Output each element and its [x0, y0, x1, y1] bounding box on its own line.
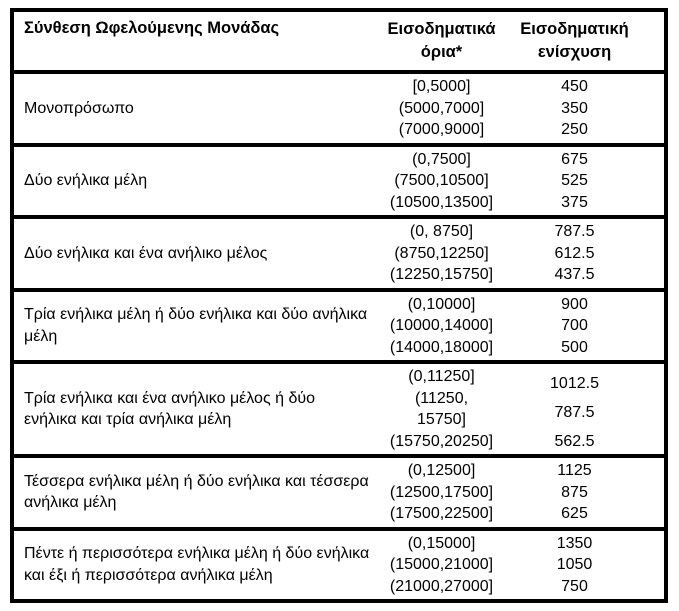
income-limit-range: (0,15000] [407, 534, 476, 552]
table-row-three-adults-one-minor: Τρία ενήλικα και ένα ανήλικο μέλος ή δύο… [14, 360, 664, 454]
income-limits-cell: (0,12500] (12500,17500] (17500,22500] [374, 458, 509, 527]
income-limit-range: (10500,13500] [389, 193, 494, 211]
aid-amount: 437.5 [554, 266, 595, 283]
composition-label: Τέσσερα ενήλικα μέλη ή δύο ενήλικα και τ… [24, 472, 369, 512]
header-income-limits-line1: Εισοδηματικά [387, 20, 496, 38]
income-aid-cell: 1012.5 787.5 562.5 [509, 364, 664, 454]
income-aid-cell: 1350 1050 750 [509, 531, 664, 600]
table-row-two-adults-one-minor: Δύο ενήλικα και ένα ανήλικο μέλος (0, 87… [14, 215, 664, 288]
income-limit-range: (17500,22500] [389, 505, 494, 522]
income-limit-range: (7500,10500] [394, 172, 489, 189]
aid-amount: 1012.5 [550, 375, 599, 393]
income-aid-cell: 675 525 375 [509, 147, 664, 216]
income-aid-cell: 900 700 500 [509, 292, 664, 361]
income-aid-cell: 787.5 612.5 437.5 [509, 219, 664, 288]
aid-amount: 562.5 [554, 432, 595, 450]
income-limit-range: (12500,17500] [389, 483, 494, 501]
composition-label: Δύο ενήλικα μέλη [24, 172, 148, 189]
header-income-aid: Εισοδηματική ενίσχυση [509, 12, 664, 70]
aid-amount: 625 [561, 505, 588, 522]
aid-amount: 612.5 [554, 244, 595, 262]
table-row-single-person: Μονοπρόσωπο [0,5000] (5000,7000] (7000,9… [14, 70, 664, 143]
income-limits-cell: [0,5000] (5000,7000] (7000,9000] [374, 74, 509, 143]
income-limit-range: (0,10000] [407, 295, 476, 313]
income-limits-cell: (0, 8750] (8750,12250] (12250,15750] [374, 219, 509, 288]
income-limit-range: (5000,7000] [398, 99, 485, 117]
income-limits-cell: (0,10000] (10000,14000] (14000,18000] [374, 292, 509, 361]
aid-amount: 787.5 [554, 403, 595, 421]
table-row-three-adults: Τρία ενήλικα μέλη ή δύο ενήλικα και δύο … [14, 287, 664, 361]
composition-label: Τρία ενήλικα και ένα ανήλικο μέλος ή δύο… [24, 389, 316, 429]
income-limit-range: [0,5000] [412, 78, 471, 95]
header-income-limits-line2: όρια* [420, 43, 463, 61]
table-header-row: Σύνθεση Ωφελούμενης Μονάδας Εισοδηματικά… [14, 12, 664, 70]
header-income-limits: Εισοδηματικά όρια* [374, 12, 509, 70]
composition-label: Πέντε ή περισσότερα ενήλικα μέλη ή δύο ε… [24, 545, 370, 584]
composition-label: Τρία ενήλικα μέλη ή δύο ενήλικα και δύο … [24, 306, 368, 345]
income-limit-range: (0,11250] [408, 368, 475, 385]
aid-amount: 1350 [556, 534, 593, 552]
header-income-aid-line2: ενίσχυση [537, 43, 612, 61]
table-row-two-adults: Δύο ενήλικα μέλη (0,7500] (7500,10500] (… [14, 142, 664, 216]
income-limit-range: (15750,20250] [389, 432, 494, 450]
composition-label: Δύο ενήλικα και ένα ανήλικο μέλος [24, 244, 268, 262]
income-limit-range: (10000,14000] [389, 317, 494, 334]
income-limit-range: (0,12500] [407, 462, 476, 479]
aid-amount: 1050 [556, 556, 593, 573]
income-limit-range: (0,7500] [412, 150, 471, 168]
income-limits-cell: (0,15000] (15000,21000] (21000,27000] [374, 531, 509, 600]
income-limit-range: 15750] [417, 411, 466, 428]
income-limit-range: (12250,15750] [389, 266, 494, 283]
table-row-five-or-more-adults: Πέντε ή περισσότερα ενήλικα μέλη ή δύο ε… [14, 526, 664, 600]
income-limits-cell: (0,11250] (11250, 15750] (15750,20250] [374, 364, 509, 454]
aid-amount: 787.5 [554, 223, 595, 240]
aid-amount: 750 [561, 577, 588, 595]
income-support-table: Σύνθεση Ωφελούμενης Μονάδας Εισοδηματικά… [10, 8, 668, 603]
aid-amount: 450 [561, 78, 588, 95]
income-limit-range: (15000,21000] [389, 556, 494, 573]
aid-amount: 900 [561, 295, 588, 313]
aid-amount: 500 [561, 338, 588, 356]
aid-amount: 250 [561, 121, 588, 138]
income-limit-range: (8750,12250] [394, 244, 489, 262]
aid-amount: 1125 [557, 462, 592, 479]
aid-amount: 700 [561, 317, 588, 334]
income-limit-range: (11250, [414, 389, 469, 407]
income-limit-range: (0, 8750] [409, 223, 474, 240]
income-limit-range: (14000,18000] [389, 338, 494, 356]
table-row-four-adults: Τέσσερα ενήλικα μέλη ή δύο ενήλικα και τ… [14, 454, 664, 527]
composition-label: Μονοπρόσωπο [24, 99, 134, 117]
income-aid-cell: 450 350 250 [509, 74, 664, 143]
aid-amount: 875 [561, 483, 588, 501]
income-limits-cell: (0,7500] (7500,10500] (10500,13500] [374, 147, 509, 216]
income-limit-range: (7000,9000] [398, 121, 485, 138]
aid-amount: 525 [561, 172, 588, 189]
income-limit-range: (21000,27000] [389, 577, 494, 595]
header-income-aid-line1: Εισοδηματική [520, 20, 629, 38]
aid-amount: 350 [561, 99, 588, 117]
income-aid-cell: 1125 875 625 [509, 458, 664, 527]
header-composition: Σύνθεση Ωφελούμενης Μονάδας [24, 19, 280, 37]
aid-amount-upper-pair: 1012.5 787.5 [509, 366, 640, 431]
aid-amount: 375 [561, 193, 588, 211]
aid-amount: 675 [561, 150, 588, 168]
